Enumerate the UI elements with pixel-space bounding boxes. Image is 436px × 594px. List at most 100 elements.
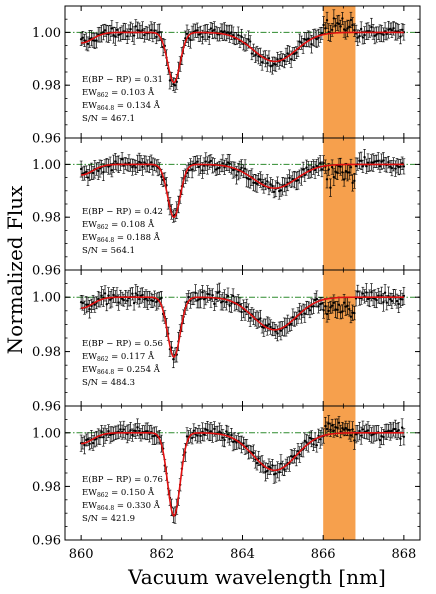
y-tick-label: 0.98 (32, 345, 61, 360)
data-point (125, 28, 129, 44)
data-point (236, 294, 240, 312)
data-points (79, 149, 406, 223)
data-point (212, 21, 216, 39)
data-point (330, 159, 334, 175)
data-point (352, 23, 356, 37)
data-point (130, 287, 134, 301)
annotation-line: EW864.8 = 0.254 Å (82, 363, 161, 376)
data-point (158, 23, 162, 41)
data-point (294, 450, 298, 467)
data-point (402, 428, 406, 446)
data-point (199, 25, 203, 42)
data-point (91, 166, 95, 180)
data-point (383, 284, 387, 302)
data-point (291, 308, 295, 326)
data-point (95, 32, 98, 49)
data-point (291, 449, 295, 464)
data-point (289, 316, 293, 331)
data-point (308, 165, 312, 179)
data-point (158, 291, 162, 307)
data-point (356, 284, 360, 299)
data-point (363, 149, 366, 166)
data-point (252, 444, 255, 462)
data-point (337, 416, 341, 430)
annotation-line: E(BP − RP) = 0.56 (82, 338, 163, 349)
data-point (83, 165, 86, 181)
data-point (286, 174, 290, 192)
data-point (142, 27, 146, 43)
data-point (286, 45, 290, 62)
data-point (346, 19, 349, 38)
data-point (101, 24, 105, 41)
data-point (151, 293, 155, 308)
data-point (330, 418, 334, 433)
data-point (276, 325, 279, 342)
data-point (231, 432, 235, 452)
data-point (139, 428, 143, 442)
data-point (370, 154, 373, 171)
data-point (293, 46, 296, 61)
data-point (252, 174, 255, 192)
data-point (129, 422, 133, 439)
data-point (279, 321, 283, 341)
data-point (146, 291, 150, 310)
data-point (218, 422, 221, 441)
data-point (322, 16, 326, 34)
data-point (230, 24, 233, 40)
data-point (224, 158, 228, 172)
data-point (352, 306, 356, 321)
data-point (388, 292, 392, 306)
data-point (120, 291, 124, 306)
data-point (81, 31, 85, 45)
data-point (334, 301, 337, 318)
data-point (298, 446, 302, 463)
data-point (146, 159, 150, 173)
data-point (139, 155, 143, 171)
y-tick-label: 0.98 (32, 480, 61, 495)
data-point (236, 162, 240, 181)
data-point (399, 431, 402, 446)
data-point (154, 293, 158, 311)
highlight-band (323, 6, 356, 540)
data-point (221, 154, 225, 173)
data-point (83, 435, 86, 455)
data-point (221, 429, 225, 447)
data-point (397, 422, 401, 439)
data-point (112, 26, 115, 44)
annotation-line: S/N = 564.1 (82, 246, 135, 256)
data-point (277, 463, 281, 482)
annotation-line: S/N = 467.1 (82, 114, 135, 124)
data-point (110, 20, 114, 37)
data-point (320, 26, 324, 40)
data-point (269, 319, 273, 335)
model-fit-line (81, 163, 404, 219)
data-point (349, 310, 353, 324)
data-point (325, 421, 329, 437)
data-point (211, 22, 215, 40)
data-point (124, 157, 127, 170)
data-point (199, 428, 203, 444)
data-point (378, 432, 382, 448)
data-point (260, 174, 264, 191)
data-point (344, 21, 348, 40)
data-point (395, 423, 399, 440)
data-point (325, 305, 329, 323)
data-point (380, 286, 384, 305)
data-point (370, 283, 373, 302)
data-point (305, 434, 308, 451)
data-point (370, 427, 373, 444)
data-point (89, 298, 93, 313)
annotation-line: EW864.8 = 0.134 Å (82, 99, 161, 112)
data-point (125, 291, 129, 310)
data-point (101, 427, 105, 447)
y-axis-label: Normalized Flux (3, 185, 27, 354)
highlight-bands (323, 6, 356, 540)
data-point (380, 153, 384, 170)
data-point (122, 420, 126, 439)
data-point (265, 54, 269, 72)
y-tick-label: 0.96 (32, 534, 61, 549)
data-point (185, 164, 189, 182)
data-point (228, 154, 232, 173)
